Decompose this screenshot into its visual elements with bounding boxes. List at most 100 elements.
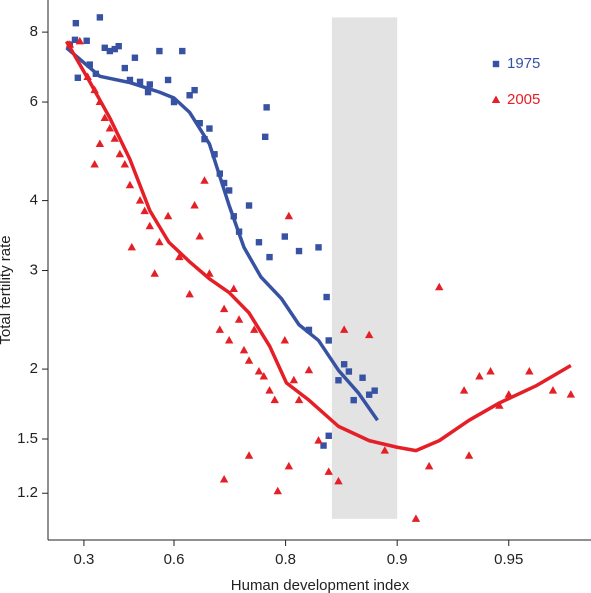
data-point — [486, 367, 495, 375]
legend-marker — [492, 60, 500, 68]
legend-marker — [491, 95, 501, 103]
data-point — [259, 371, 268, 380]
y-tick-label: 8 — [30, 23, 38, 40]
data-point — [245, 202, 253, 209]
data-point — [229, 284, 238, 293]
data-point — [254, 367, 264, 375]
data-point — [315, 244, 322, 251]
data-point — [105, 124, 115, 132]
data-point — [219, 474, 229, 483]
legend-label: 1975 — [507, 55, 540, 72]
x-axis-label: Human development index — [231, 577, 410, 593]
x-tick-label: 0.3 — [73, 551, 94, 568]
data-point — [110, 134, 119, 142]
x-tick-label: 0.9 — [387, 551, 408, 568]
data-point — [200, 176, 209, 184]
data-point — [345, 368, 353, 375]
data-point — [170, 98, 178, 106]
data-point — [131, 54, 139, 61]
data-point — [186, 92, 193, 99]
data-point — [100, 113, 109, 121]
data-point — [125, 180, 135, 189]
x-tick-label: 0.95 — [494, 551, 523, 568]
data-point — [339, 325, 349, 333]
data-point — [335, 377, 342, 384]
data-point — [294, 395, 304, 404]
x-tick-label: 0.8 — [275, 551, 296, 568]
data-point — [179, 47, 186, 55]
data-point — [359, 374, 366, 381]
data-point — [280, 335, 289, 344]
trend-line — [64, 40, 572, 453]
data-point — [525, 367, 534, 375]
data-point — [314, 436, 323, 444]
data-point — [250, 325, 259, 333]
data-point — [115, 149, 125, 158]
data-point — [325, 337, 332, 344]
data-point — [72, 19, 80, 27]
data-point — [320, 442, 327, 449]
data-point — [191, 86, 198, 94]
data-point — [325, 432, 332, 439]
data-point — [190, 201, 199, 209]
data-point — [244, 356, 254, 364]
data-point — [284, 461, 294, 470]
data-point — [324, 467, 333, 475]
data-point — [334, 476, 343, 485]
y-tick-label: 1.5 — [17, 430, 38, 447]
data-point — [566, 390, 576, 398]
data-point — [71, 36, 79, 44]
y-tick-label: 1.2 — [17, 484, 38, 501]
data-point — [90, 160, 99, 168]
data-point — [195, 232, 204, 240]
data-point — [281, 233, 288, 240]
data-point — [371, 387, 378, 394]
data-point — [380, 446, 389, 454]
data-point — [120, 160, 130, 168]
data-point — [185, 289, 194, 298]
y-tick-label: 3 — [30, 261, 38, 278]
data-point — [106, 47, 114, 55]
data-point — [215, 325, 224, 333]
data-point — [265, 386, 274, 394]
data-point — [273, 486, 282, 495]
data-point — [95, 139, 105, 147]
data-point — [175, 252, 184, 261]
data-point — [255, 239, 263, 246]
data-point — [364, 330, 374, 339]
data-point — [96, 14, 104, 21]
y-tick-label: 6 — [30, 93, 38, 110]
data-point — [475, 371, 484, 380]
data-point — [155, 237, 164, 246]
data-point — [244, 451, 254, 459]
data-point — [340, 361, 348, 368]
data-point — [150, 269, 159, 277]
data-point — [435, 282, 444, 291]
data-point — [136, 78, 144, 86]
x-tick-label: 0.6 — [164, 551, 185, 568]
data-point — [295, 247, 303, 255]
data-point — [289, 375, 299, 384]
data-point — [548, 386, 558, 394]
data-point — [164, 76, 172, 84]
data-point — [350, 396, 357, 404]
data-point — [262, 133, 269, 141]
data-point — [163, 211, 173, 220]
data-point — [126, 76, 134, 84]
data-point — [196, 119, 203, 127]
data-point — [464, 451, 474, 459]
data-point — [234, 315, 244, 323]
data-point — [365, 391, 373, 398]
data-point — [135, 196, 145, 204]
data-point — [145, 221, 154, 230]
data-point — [111, 45, 118, 53]
data-point — [323, 293, 330, 301]
data-point — [225, 187, 233, 194]
data-point — [146, 81, 153, 88]
shaded-region — [331, 17, 398, 519]
data-point — [424, 461, 434, 470]
data-point — [74, 74, 82, 81]
data-point — [224, 335, 234, 344]
y-tick-label: 4 — [30, 192, 38, 209]
